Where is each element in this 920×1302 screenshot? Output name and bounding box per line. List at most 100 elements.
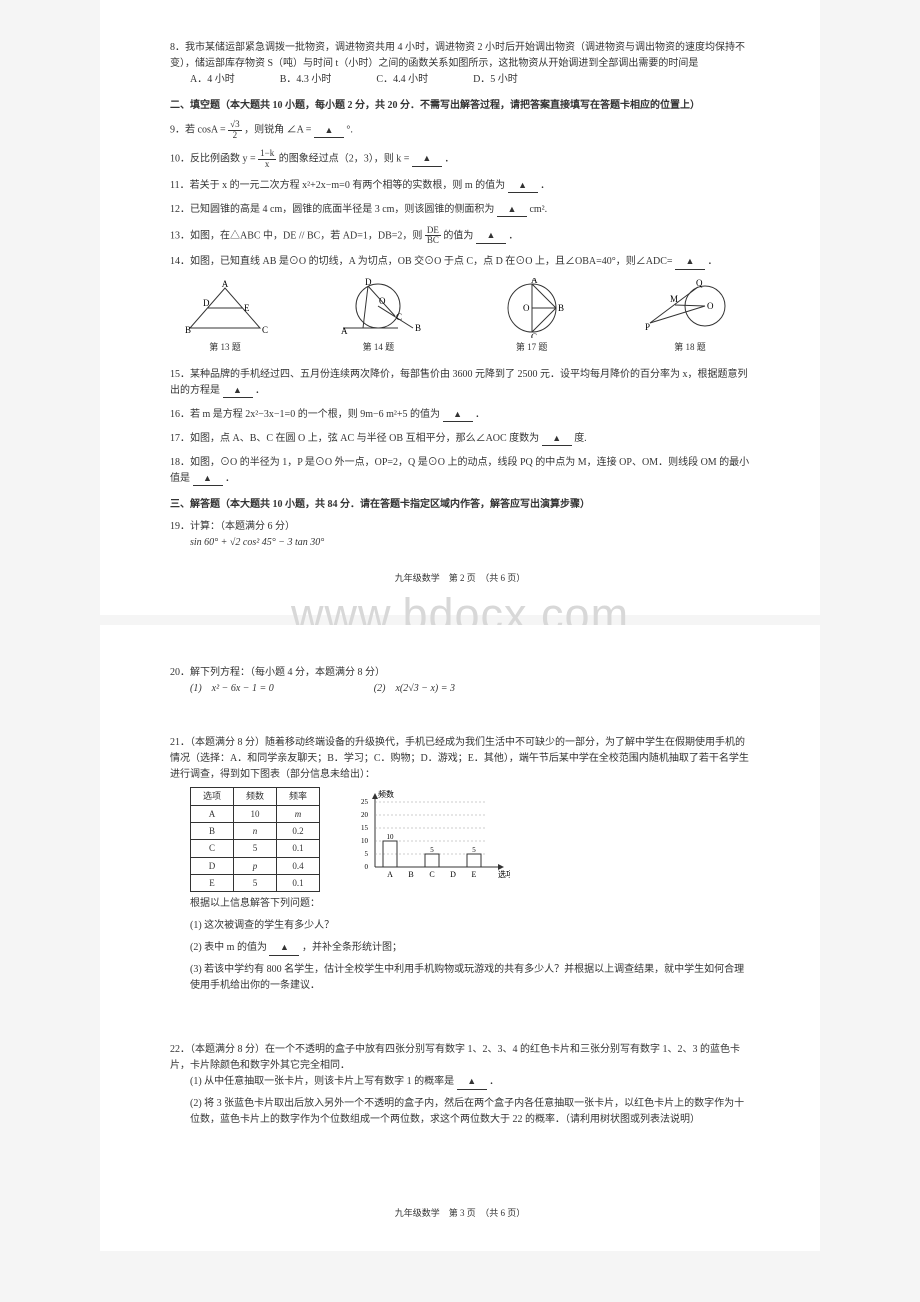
chart-xlabels: A B C D E 选项 — [387, 869, 510, 879]
table-header-row: 选项 频数 频率 — [191, 788, 320, 805]
fig14-label: 第 14 题 — [333, 340, 423, 354]
svg-text:D: D — [203, 298, 210, 308]
question-14: 14．如图，已知直线 AB 是⊙O 的切线，A 为切点，OB 交⊙O 于点 C，… — [170, 254, 750, 270]
q17-pre: 17．如图，点 A、B、C 在圆 O 上，弦 AC 与半径 OB 互相平分，那么… — [170, 433, 539, 444]
q17-unit: 度. — [574, 433, 587, 444]
fig17-svg: A O B C — [487, 278, 577, 338]
question-11: 11．若关于 x 的一元二次方程 x²+2x−m=0 有两个相等的实数根，则 m… — [170, 178, 750, 194]
q20-head: 20．解下列方程：（每小题 4 分，本题满分 8 分） — [170, 665, 750, 681]
q22-sub-2: (2) 将 3 张蓝色卡片取出后放入另外一个不透明的盒子内，然后在两个盒子内各任… — [170, 1096, 750, 1128]
svg-text:A: A — [387, 870, 393, 879]
th-rate: 频率 — [277, 788, 320, 805]
q10-dot: ． — [444, 153, 454, 164]
svg-text:C: C — [429, 870, 434, 879]
q17-blank: ▲ — [542, 431, 572, 446]
svg-text:B: B — [408, 870, 413, 879]
svg-text:D: D — [450, 870, 456, 879]
svg-text:D: D — [365, 278, 372, 287]
fig14-svg: D O C B A — [333, 278, 423, 338]
q16-blank: ▲ — [443, 407, 473, 422]
chart-xaxis-label: 选项 — [498, 869, 510, 879]
svg-text:O: O — [523, 303, 530, 313]
svg-text:A: A — [222, 279, 229, 289]
fig18-svg: Q M O P — [640, 278, 740, 338]
q9-post: ，则锐角 ∠A = — [244, 125, 314, 136]
question-16: 16．若 m 是方程 2x²−3x−1=0 的一个根，则 9m−6 m²+5 的… — [170, 407, 750, 423]
q8-opt-a: A．4 小时 — [190, 72, 235, 88]
question-22: 22．（本题满分 8 分）在一个不透明的盒子中放有四张分别写有数字 1、2、3、… — [170, 1042, 750, 1128]
fig13-svg: A D E B C — [180, 278, 270, 338]
figure-17: A O B C 第 17 题 — [487, 278, 577, 354]
table-row: C50.1 — [191, 840, 320, 857]
svg-text:5: 5 — [430, 846, 434, 854]
q13-dot: ． — [508, 230, 518, 241]
q10-post: 的图象经过点（2，3），则 k = — [279, 153, 412, 164]
q18-blank: ▲ — [193, 471, 223, 486]
page-2: 8．我市某储运部紧急调拨一批物资，调进物资共用 4 小时，调进物资 2 小时后开… — [100, 0, 820, 615]
chart-yticks: 0 5 10 15 20 25 — [361, 798, 485, 871]
fig18-label: 第 18 题 — [640, 340, 740, 354]
q12-pre: 12．已知圆锥的高是 4 cm，圆锥的底面半径是 3 cm，则该圆锥的侧面积为 — [170, 204, 494, 215]
q22-head: 22．（本题满分 8 分）在一个不透明的盒子中放有四张分别写有数字 1、2、3、… — [170, 1042, 750, 1074]
fig13-label: 第 13 题 — [180, 340, 270, 354]
q14-text: 14．如图，已知直线 AB 是⊙O 的切线，A 为切点，OB 交⊙O 于点 C，… — [170, 256, 673, 267]
svg-text:10: 10 — [387, 833, 395, 841]
q21-sub-head: 根据以上信息解答下列问题： — [170, 896, 750, 912]
q21-chart-wrap: 选项 频数 频率 A10m Bn0.2 C50.1 Dp0.4 E50.1 频数 — [170, 783, 750, 896]
figure-13: A D E B C 第 13 题 — [180, 278, 270, 354]
q21-sub-3: (3) 若该中学约有 800 名学生，估计全校学生中利用手机购物或玩游戏的共有多… — [170, 962, 750, 994]
q16-dot: ． — [475, 409, 485, 420]
q18-text: 18．如图，⊙O 的半径为 1，P 是⊙O 外一点，OP=2，Q 是⊙O 上的动… — [170, 457, 749, 484]
q12-unit: cm². — [529, 204, 547, 215]
q11-blank: ▲ — [508, 178, 538, 193]
figure-18: Q M O P 第 18 题 — [640, 278, 740, 354]
svg-text:0: 0 — [365, 863, 369, 871]
q8-text: 8．我市某储运部紧急调拨一批物资，调进物资共用 4 小时，调进物资 2 小时后开… — [170, 40, 750, 72]
question-13: 13．如图，在△ABC 中，DE // BC，若 AD=1，DB=2，则 DEB… — [170, 226, 750, 247]
svg-text:5: 5 — [472, 846, 476, 854]
question-10: 10．反比例函数 y = 1−kx 的图象经过点（2，3），则 k = ▲ ． — [170, 149, 750, 170]
q20-cols: (1) x² − 6x − 1 = 0 (2) x(2√3 − x) = 3 — [170, 681, 750, 697]
q15-blank: ▲ — [223, 383, 253, 398]
q11-text: 11．若关于 x 的一元二次方程 x²+2x−m=0 有两个相等的实数根，则 m… — [170, 180, 505, 191]
q9-unit: °. — [346, 125, 353, 136]
figure-14: D O C B A 第 14 题 — [333, 278, 423, 354]
bar-C — [425, 854, 439, 867]
q22-sub-1: (1) 从中任意抽取一张卡片，则该卡片上写有数字 1 的概率是 ▲ ． — [170, 1074, 750, 1090]
question-20: 20．解下列方程：（每小题 4 分，本题满分 8 分） (1) x² − 6x … — [170, 665, 750, 697]
bar-E — [467, 854, 481, 867]
q18-dot: ． — [225, 473, 235, 484]
q13-post: 的值为 — [443, 230, 473, 241]
q11-dot: ． — [540, 180, 550, 191]
question-17: 17．如图，点 A、B、C 在圆 O 上，弦 AC 与半径 OB 互相平分，那么… — [170, 431, 750, 447]
svg-text:B: B — [185, 325, 191, 335]
svg-text:15: 15 — [361, 824, 369, 832]
svg-text:B: B — [558, 303, 564, 313]
q13-fraction: DEBC — [425, 226, 441, 247]
table-row: E50.1 — [191, 875, 320, 892]
q10-fraction: 1−kx — [258, 149, 276, 170]
question-9: 9．若 cosA = √32 ，则锐角 ∠A = ▲ °. — [170, 120, 750, 141]
svg-text:M: M — [670, 294, 678, 304]
section-3-header: 三、解答题（本大题共 10 小题，共 84 分．请在答题卡指定区域内作答，解答应… — [170, 497, 750, 513]
table-row: Dp0.4 — [191, 857, 320, 874]
q8-opt-c: C．4.4 小时 — [376, 72, 428, 88]
q13-pre: 13．如图，在△ABC 中，DE // BC，若 AD=1，DB=2，则 — [170, 230, 425, 241]
svg-text:Q: Q — [696, 278, 703, 288]
q20-1: (1) x² − 6x − 1 = 0 — [190, 681, 274, 697]
q9-fraction: √32 — [228, 120, 241, 141]
q16-text: 16．若 m 是方程 2x²−3x−1=0 的一个根，则 9m−6 m²+5 的… — [170, 409, 440, 420]
bar-A — [383, 841, 397, 867]
question-21: 21．（本题满分 8 分）随着移动终端设备的升级换代，手机已经成为我们生活中不可… — [170, 735, 750, 994]
q8-options: A．4 小时 B．4.3 小时 C．4.4 小时 D．5 小时 — [170, 72, 750, 88]
svg-text:C: C — [396, 312, 402, 322]
fig17-label: 第 17 题 — [487, 340, 577, 354]
question-8: 8．我市某储运部紧急调拨一批物资，调进物资共用 4 小时，调进物资 2 小时后开… — [170, 40, 750, 88]
q14-dot: ． — [708, 256, 718, 267]
svg-text:10: 10 — [361, 837, 369, 845]
svg-text:A: A — [341, 326, 348, 336]
q10-blank: ▲ — [412, 151, 442, 166]
page-3: 20．解下列方程：（每小题 4 分，本题满分 8 分） (1) x² − 6x … — [100, 625, 820, 1251]
q12-blank: ▲ — [497, 202, 527, 217]
q8-opt-b: B．4.3 小时 — [280, 72, 332, 88]
